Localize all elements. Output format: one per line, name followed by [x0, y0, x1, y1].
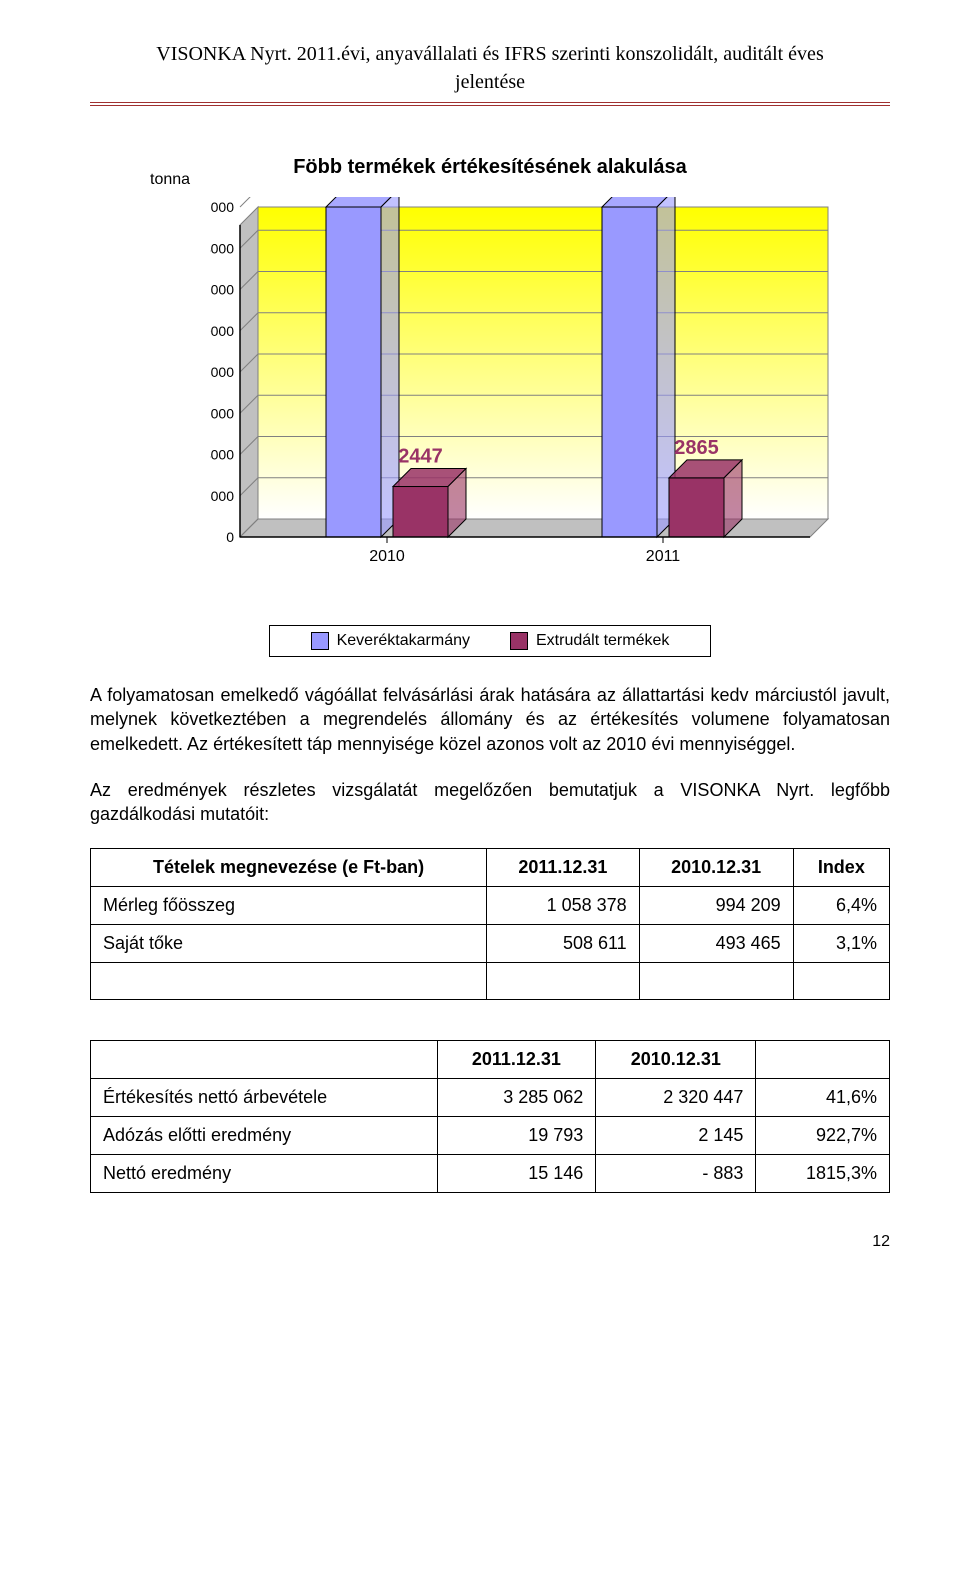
t2-header-3 [756, 1041, 890, 1079]
t1-r0-c2: 994 209 [639, 887, 793, 925]
t2-r0-c3: 41,6% [756, 1079, 890, 1117]
t1-r1-c3: 3,1% [793, 925, 889, 963]
t2-r2-c1: 15 146 [437, 1155, 596, 1193]
document-header: VISONKA Nyrt. 2011.évi, anyavállalati és… [90, 40, 890, 106]
t1-header-2: 2010.12.31 [639, 849, 793, 887]
financial-table-1: Tételek megnevezése (e Ft-ban) 2011.12.3… [90, 848, 890, 1000]
svg-text:0: 0 [226, 529, 234, 545]
t2-r2-c3: 1815,3% [756, 1155, 890, 1193]
legend-label-kev: Keveréktakarmány [337, 632, 470, 650]
svg-text:16000: 16000 [210, 199, 234, 215]
table-row: Saját tőke 508 611 493 465 3,1% [91, 925, 890, 963]
t2-r2-label: Nettó eredmény [91, 1155, 438, 1193]
paragraph-2: Az eredmények részletes vizsgálatát mege… [90, 778, 890, 827]
t2-header-2: 2010.12.31 [596, 1041, 756, 1079]
svg-text:6000: 6000 [210, 405, 234, 421]
legend-swatch-ext [510, 632, 528, 650]
table-empty-row [91, 963, 890, 1000]
svg-text:14000: 14000 [210, 240, 234, 256]
t2-r1-c3: 922,7% [756, 1117, 890, 1155]
header-line-2: jelentése [90, 68, 890, 96]
y-axis-label: tonna [150, 171, 190, 189]
legend-item-ext: Extrudált termékek [510, 632, 669, 650]
t1-r0-label: Mérleg főösszeg [91, 887, 487, 925]
t2-header-1: 2011.12.31 [437, 1041, 596, 1079]
legend-swatch-kev [311, 632, 329, 650]
chart-legend: Keveréktakarmány Extrudált termékek [269, 625, 711, 657]
svg-text:2447: 2447 [398, 446, 443, 468]
t2-r2-c2: - 883 [596, 1155, 756, 1193]
t2-r0-label: Értékesítés nettó árbevétele [91, 1079, 438, 1117]
table-row: Értékesítés nettó árbevétele 3 285 062 2… [91, 1079, 890, 1117]
page-number: 12 [90, 1233, 890, 1251]
svg-text:2000: 2000 [210, 488, 234, 504]
bar-chart-svg: 0200040006000800010000120001400016000313… [210, 197, 840, 597]
chart-title: Föbb termékek értékesítésének alakulása [140, 156, 840, 179]
svg-text:10000: 10000 [210, 323, 234, 339]
svg-text:12000: 12000 [210, 282, 234, 298]
t1-header-3: Index [793, 849, 889, 887]
t2-r0-c1: 3 285 062 [437, 1079, 596, 1117]
svg-text:2010: 2010 [369, 548, 405, 565]
svg-text:4000: 4000 [210, 447, 234, 463]
t2-r1-label: Adózás előtti eredmény [91, 1117, 438, 1155]
svg-text:2865: 2865 [674, 437, 719, 459]
t1-r0-c3: 6,4% [793, 887, 889, 925]
t1-header-0: Tételek megnevezése (e Ft-ban) [91, 849, 487, 887]
table-row: Nettó eredmény 15 146 - 883 1815,3% [91, 1155, 890, 1193]
table-row: Adózás előtti eredmény 19 793 2 145 922,… [91, 1117, 890, 1155]
t1-r1-c1: 508 611 [487, 925, 640, 963]
paragraph-1: A folyamatosan emelkedő vágóállat felvás… [90, 683, 890, 756]
header-line-1: VISONKA Nyrt. 2011.évi, anyavállalati és… [90, 40, 890, 68]
t2-r1-c2: 2 145 [596, 1117, 756, 1155]
table-row: Mérleg főösszeg 1 058 378 994 209 6,4% [91, 887, 890, 925]
t2-r1-c1: 19 793 [437, 1117, 596, 1155]
t1-header-1: 2011.12.31 [487, 849, 640, 887]
t1-r1-c2: 493 465 [639, 925, 793, 963]
legend-label-ext: Extrudált termékek [536, 632, 669, 650]
legend-item-kev: Keveréktakarmány [311, 632, 470, 650]
svg-text:8000: 8000 [210, 364, 234, 380]
chart-container: Föbb termékek értékesítésének alakulása … [140, 156, 840, 597]
t2-header-0 [91, 1041, 438, 1079]
t1-r1-label: Saját tőke [91, 925, 487, 963]
svg-text:2011: 2011 [646, 548, 681, 565]
financial-table-2: 2011.12.31 2010.12.31 Értékesítés nettó … [90, 1040, 890, 1193]
t1-r0-c1: 1 058 378 [487, 887, 640, 925]
t2-r0-c2: 2 320 447 [596, 1079, 756, 1117]
